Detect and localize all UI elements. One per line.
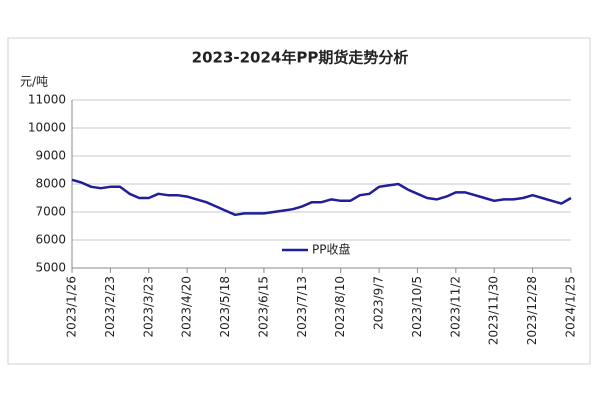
y-axis-label: 元/吨: [20, 75, 48, 89]
chart-title: 2023-2024年PP期货走势分析: [192, 49, 409, 67]
line-series: [71, 178, 572, 217]
x-tick-label: 2023/12/28: [525, 276, 539, 345]
y-tick-label: 7000: [35, 205, 66, 219]
y-tick-label: 9000: [35, 149, 66, 163]
x-tick-label: 2023/10/5: [410, 276, 424, 338]
x-tick-label: 2024/1/25: [564, 276, 578, 338]
y-tick-label: 5000: [35, 261, 66, 275]
y-tick-label: 11000: [28, 93, 66, 107]
y-tick-label: 6000: [35, 233, 66, 247]
y-tick-label: 8000: [35, 177, 66, 191]
x-tick-label: 2023/6/15: [256, 276, 270, 338]
legend-label: PP收盘: [312, 242, 350, 257]
x-tick-label: 2023/4/20: [180, 276, 194, 338]
x-tick-label: 2023/9/7: [372, 276, 386, 330]
x-tick-label: 2023/11/2: [448, 276, 462, 338]
y-tick-label: 10000: [28, 121, 66, 135]
x-tick-label: 2023/3/23: [141, 276, 155, 338]
x-tick-label: 2023/7/13: [295, 276, 309, 338]
x-tick-label: 2023/8/10: [333, 276, 347, 338]
x-tick-label: 2023/2/23: [103, 276, 117, 338]
x-tick-label: 2023/1/26: [65, 276, 79, 338]
x-tick-label: 2023/11/30: [487, 276, 501, 345]
x-tick-label: 2023/5/18: [218, 276, 232, 338]
chart-frame: [7, 37, 591, 365]
